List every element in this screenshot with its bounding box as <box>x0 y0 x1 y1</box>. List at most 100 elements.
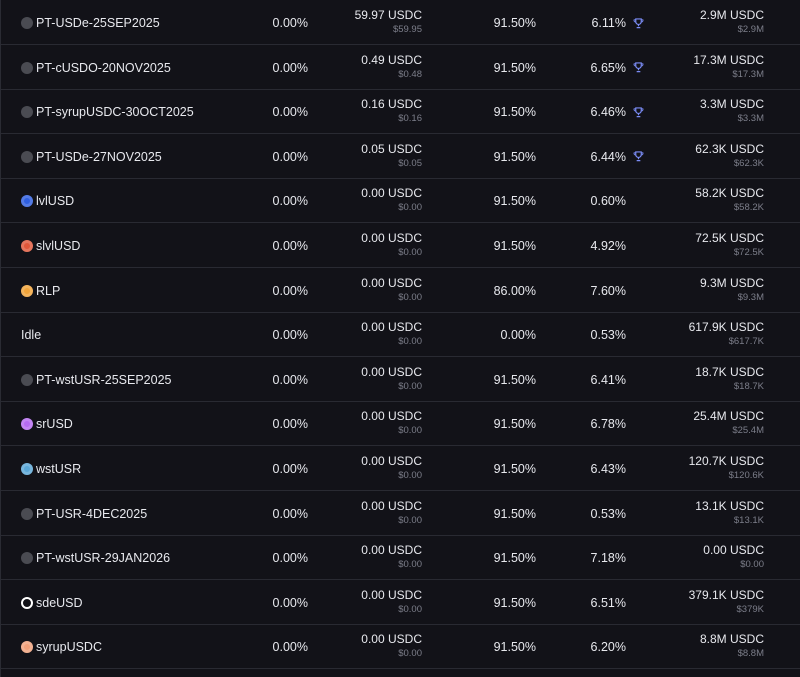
amount-usd: $0.00 <box>398 247 422 258</box>
amount-usdc: 0.00 USDC <box>361 587 422 602</box>
lltv-value: 91.50% <box>493 417 536 432</box>
amount-usd: $0.00 <box>398 648 422 660</box>
liquidity-usd: $8.8M <box>737 648 764 660</box>
liquidity-usdc: 25.4M USDC <box>693 409 764 424</box>
market-name: RLP <box>36 283 61 298</box>
table-row[interactable]: Idle 0.00% 0.00 USDC $0.00 0.00% 0.53% 6… <box>1 313 800 358</box>
table-row[interactable]: sdeUSD 0.00% 0.00 USDC $0.00 91.50% 6.51… <box>1 581 800 625</box>
market-name: Idle <box>21 328 42 343</box>
liquidity: 0.00 USDC $0.00 <box>651 543 764 572</box>
lltv-value: 91.50% <box>493 372 536 387</box>
liquidity: 120.7K USDC $120.6K <box>651 454 764 483</box>
market-name: PT-USDe-27NOV2025 <box>36 149 162 164</box>
apy-value: 6.43% <box>590 462 626 476</box>
market-name: PT-USR-4DEC2025 <box>36 506 148 521</box>
liquidity: 379.1K USDC $379K <box>651 588 764 617</box>
liquidity-usdc: 13.1K USDC <box>695 498 764 513</box>
market-name-cell: PT-syrupUSDC-30OCT2025 <box>21 90 194 134</box>
allocation-amount: 0.00 USDC $0.00 <box>301 499 422 528</box>
allocation-amount: 0.00 USDC $0.00 <box>301 454 422 483</box>
lltv-value: 91.50% <box>493 105 536 120</box>
pt-dot-icon <box>21 373 33 386</box>
allocation-amount: 0.00 USDC $0.00 <box>301 365 422 394</box>
liquidity: 2.9M USDC $2.9M <box>651 8 764 37</box>
apy-value: 6.51% <box>590 595 626 610</box>
liquidity: 25.4M USDC $25.4M <box>651 409 764 438</box>
liquidity-usd: $9.3M <box>737 291 764 303</box>
trophy-icon[interactable] <box>633 46 644 90</box>
liquidity-usd: $62.3K <box>733 157 764 169</box>
allocation-percent: 0.00% <box>272 417 308 432</box>
liquidity-usdc: 0.00 USDC <box>703 543 764 558</box>
trophy-icon[interactable] <box>633 135 644 179</box>
table-row[interactable]: PT-cUSDO-20NOV2025 0.00% 0.49 USDC $0.48… <box>1 46 800 90</box>
apy-value: 6.41% <box>590 372 626 387</box>
liquidity: 18.7K USDC $18.7K <box>651 365 764 394</box>
allocation-percent: 0.00% <box>272 551 308 566</box>
market-name-cell: PT-USDe-27NOV2025 <box>21 135 162 179</box>
market-name: PT-USDe-25SEP2025 <box>36 16 160 30</box>
lltv-value: 91.50% <box>493 595 536 610</box>
allocation-percent: 0.00% <box>272 239 308 253</box>
liquidity-usdc: 379.1K USDC <box>688 587 764 602</box>
market-name: wstUSR <box>36 462 82 476</box>
amount-usd: $0.00 <box>398 336 422 348</box>
table-row[interactable]: lvlUSD 0.00% 0.00 USDC $0.00 91.50% 0.60… <box>1 179 800 224</box>
lltv-value: 91.50% <box>493 640 536 655</box>
liquidity-usd: $379K <box>736 603 764 615</box>
lltv-value: 91.50% <box>493 60 536 75</box>
market-name: PT-syrupUSDC-30OCT2025 <box>36 105 194 120</box>
amount-usd: $59.95 <box>392 24 422 35</box>
market-name-cell: PT-wstUSR-25SEP2025 <box>21 358 171 402</box>
liquidity-usd: $18.7K <box>733 380 764 392</box>
table-row[interactable]: PT-wstUSR-29JAN2026 0.00% 0.00 USDC $0.0… <box>1 536 800 581</box>
liquidity-usdc: 62.3K USDC <box>695 141 764 156</box>
amount-usd: $0.00 <box>398 603 422 615</box>
liquidity-usdc: 617.9K USDC <box>688 320 764 335</box>
liquidity: 3.3M USDC $3.3M <box>651 97 764 126</box>
table-row[interactable]: RLP 0.00% 0.00 USDC $0.00 86.00% 7.60% 9… <box>1 269 800 313</box>
allocation-amount: 0.00 USDC $0.00 <box>301 409 422 438</box>
liquidity: 62.3K USDC $62.3K <box>651 142 764 171</box>
amount-usdc: 0.00 USDC <box>361 275 422 290</box>
table-row[interactable]: syrupUSDC 0.00% 0.00 USDC $0.00 91.50% 6… <box>1 625 800 670</box>
liquidity: 8.8M USDC $8.8M <box>651 632 764 661</box>
lltv-value: 91.50% <box>493 149 536 164</box>
table-row[interactable]: srUSD 0.00% 0.00 USDC $0.00 91.50% 6.78%… <box>1 402 800 447</box>
liquidity-usd: $617.7K <box>728 336 764 348</box>
liquidity-usd: $0.00 <box>740 559 764 571</box>
market-name-cell: lvlUSD <box>21 179 74 223</box>
market-name: srUSD <box>36 417 73 432</box>
allocation-percent: 0.00% <box>272 640 308 655</box>
apy-value: 6.20% <box>590 640 626 655</box>
allocation-amount: 0.49 USDC $0.48 <box>301 53 422 82</box>
table-row[interactable]: wstUSR 0.00% 0.00 USDC $0.00 91.50% 6.43… <box>1 447 800 491</box>
apy-value: 4.92% <box>590 239 626 253</box>
amount-usd: $0.00 <box>398 470 422 481</box>
trophy-icon[interactable] <box>633 90 644 134</box>
table-row[interactable]: slvlUSD 0.00% 0.00 USDC $0.00 91.50% 4.9… <box>1 224 800 268</box>
table-row[interactable]: PT-USDe-25SEP2025 0.00% 59.97 USDC $59.9… <box>1 1 800 45</box>
table-row[interactable]: PT-wstUSR-25SEP2025 0.00% 0.00 USDC $0.0… <box>1 358 800 402</box>
allocation-percent: 0.00% <box>272 283 308 298</box>
pt-dot-icon <box>21 552 33 565</box>
apy-value: 7.18% <box>590 551 626 566</box>
allocation-amount: 0.00 USDC $0.00 <box>301 231 422 260</box>
market-name-cell: PT-wstUSR-29JAN2026 <box>21 536 170 580</box>
allocation-amount: 0.00 USDC $0.00 <box>301 276 422 305</box>
amount-usdc: 0.00 USDC <box>361 364 422 379</box>
lltv-value: 86.00% <box>493 283 536 298</box>
liquidity-usdc: 120.7K USDC <box>688 454 764 468</box>
amount-usdc: 59.97 USDC <box>354 8 422 22</box>
table-row[interactable]: PT-syrupUSDC-30OCT2025 0.00% 0.16 USDC $… <box>1 90 800 135</box>
liquidity-usd: $3.3M <box>737 113 764 125</box>
table-row[interactable]: PT-USR-4DEC2025 0.00% 0.00 USDC $0.00 91… <box>1 492 800 536</box>
allocation-percent: 0.00% <box>272 462 308 476</box>
allocation-percent: 0.00% <box>272 149 308 164</box>
table-row[interactable]: PT-USDe-27NOV2025 0.00% 0.05 USDC $0.05 … <box>1 135 800 179</box>
liquidity-usdc: 3.3M USDC <box>699 97 764 112</box>
trophy-icon[interactable] <box>633 1 644 45</box>
allocation-percent: 0.00% <box>272 60 308 75</box>
market-name-cell: srUSD <box>21 402 73 446</box>
market-name: PT-wstUSR-29JAN2026 <box>36 551 171 566</box>
